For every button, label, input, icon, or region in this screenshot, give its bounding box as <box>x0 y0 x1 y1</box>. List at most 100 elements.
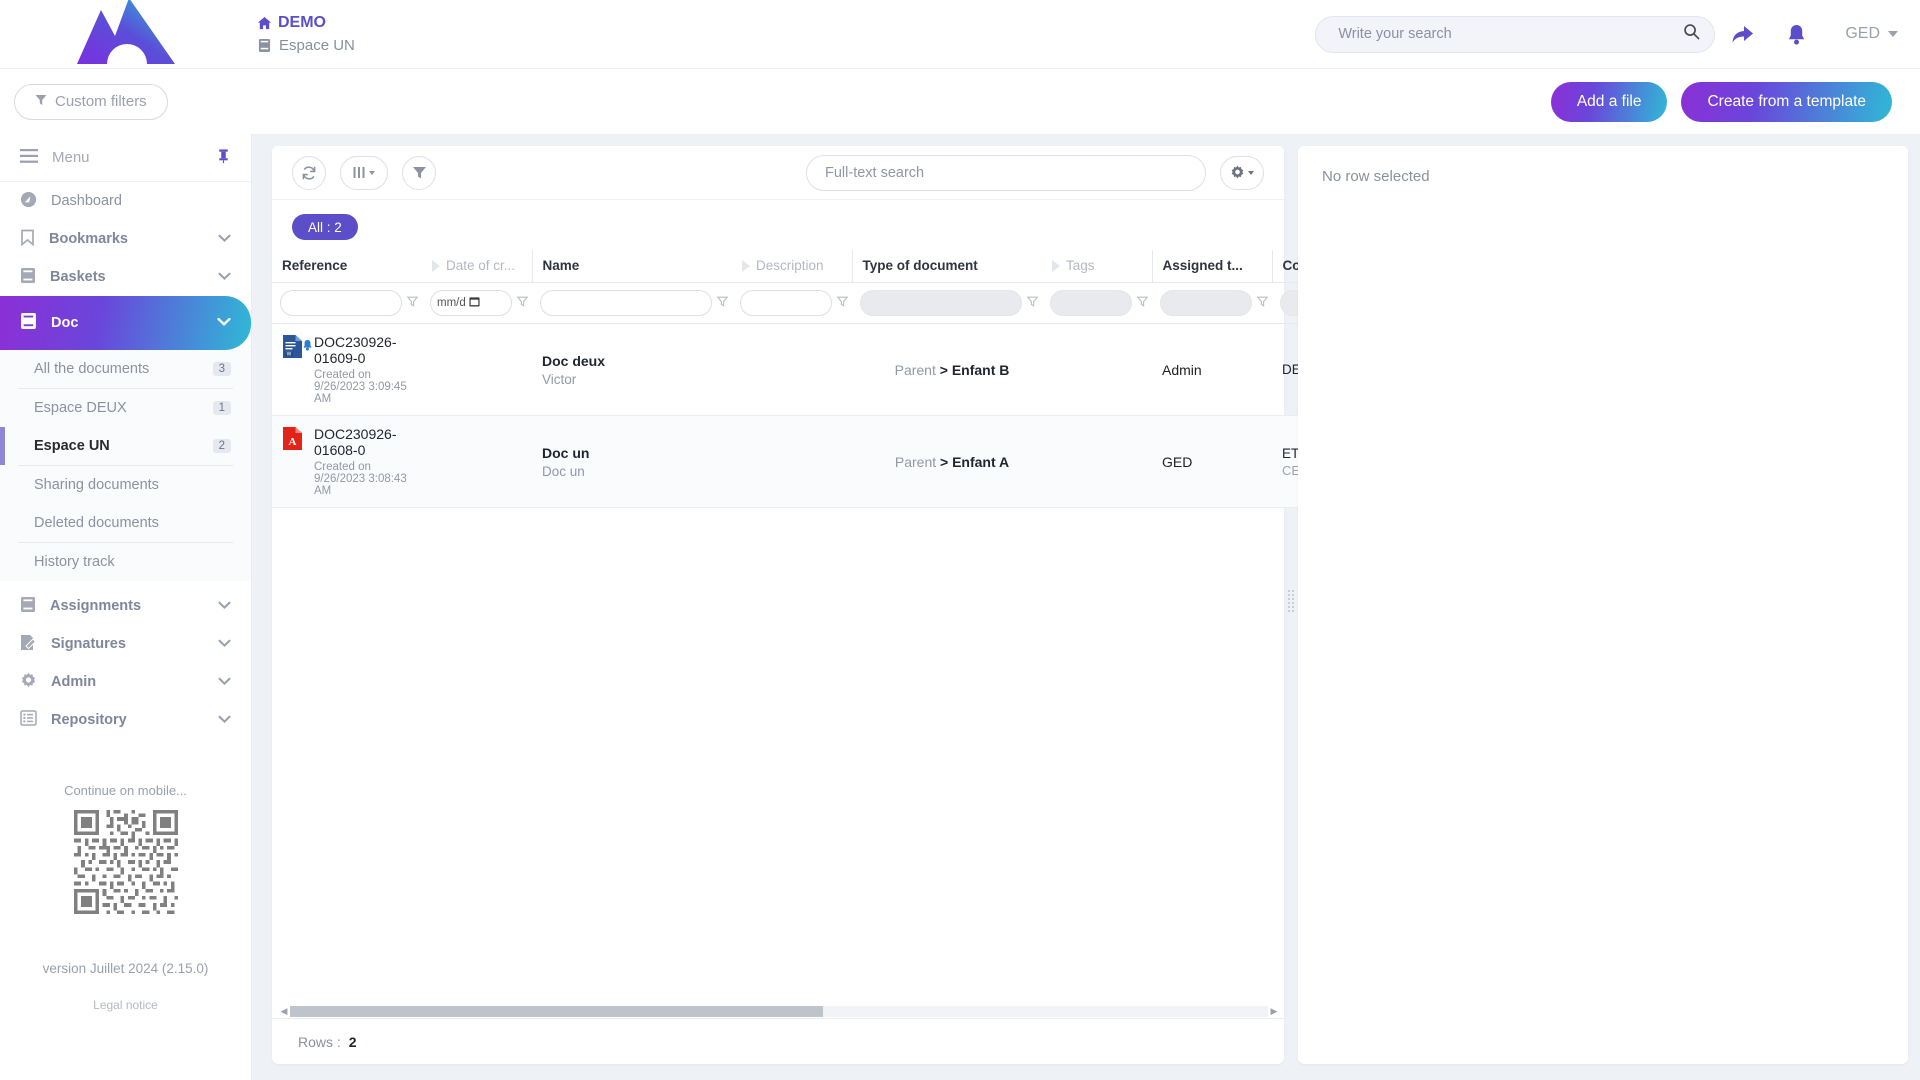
filter-select-assigned-to[interactable] <box>1160 290 1252 316</box>
chevron-down-icon <box>218 674 231 690</box>
user-menu[interactable]: GED <box>1845 25 1898 43</box>
sidebar-item-label: Baskets <box>50 269 106 285</box>
sidebar-item-baskets[interactable]: Baskets <box>0 258 251 296</box>
sidebar-item-history-track[interactable]: History track <box>0 543 251 581</box>
top-bar: O'WORK DEMO Espace UN <box>0 0 1920 85</box>
sidebar-item-label: Dashboard <box>51 193 122 209</box>
pin-icon[interactable] <box>216 148 231 168</box>
sidebar-item-doc[interactable]: Doc <box>0 296 251 350</box>
funnel-icon <box>35 93 47 110</box>
pdf-document-icon: A <box>282 426 304 452</box>
share-arrow-icon[interactable] <box>1715 12 1769 56</box>
add-file-button[interactable]: Add a file <box>1550 81 1668 122</box>
column-header-reference[interactable]: Reference <box>272 250 422 283</box>
chevron-down-icon <box>218 269 231 285</box>
legal-notice-link[interactable]: Legal notice <box>93 998 158 1012</box>
sidebar-item-label: Assignments <box>50 598 142 614</box>
sidebar-item-label: Signatures <box>51 636 126 652</box>
sidebar-item-signatures[interactable]: Signatures <box>0 625 251 663</box>
horizontal-scrollbar[interactable]: ◀ ▶ <box>278 1004 1280 1018</box>
scrollbar-track[interactable] <box>290 1005 1268 1017</box>
cell-description <box>732 415 852 508</box>
sidebar-item-bookmarks[interactable]: Bookmarks <box>0 220 251 258</box>
sidebar-item-assignments[interactable]: Assignments <box>0 587 251 625</box>
funnel-icon[interactable] <box>1026 294 1039 312</box>
breadcrumb-space[interactable]: Espace UN <box>256 37 1315 54</box>
sidebar-item-all-the-documents[interactable]: All the documents 3 <box>0 350 251 388</box>
brand-logo[interactable]: O'WORK <box>0 0 252 85</box>
scroll-left-icon[interactable]: ◀ <box>280 1005 288 1016</box>
sidebar-item-sharing-documents[interactable]: Sharing documents <box>0 466 251 504</box>
custom-filters-button[interactable]: Custom filters <box>14 83 168 120</box>
column-header-description[interactable]: Description <box>732 250 852 283</box>
filter-select-type[interactable] <box>860 290 1022 316</box>
action-bar: Custom filters Add a file Create from a … <box>0 68 1920 134</box>
row-type-child: > Enfant A <box>940 453 1010 470</box>
calendar-icon[interactable] <box>469 296 480 310</box>
basket-icon <box>20 267 36 288</box>
breadcrumb-root-label: DEMO <box>278 14 326 31</box>
column-header-tags[interactable]: Tags <box>1042 250 1152 283</box>
word-document-icon: W <box>282 334 312 360</box>
chevron-down-icon <box>217 315 231 331</box>
panel-resizer[interactable] <box>1284 146 1298 1064</box>
fulltext-search-input[interactable] <box>825 164 1187 181</box>
sub-item-label: All the documents <box>34 361 150 377</box>
funnel-icon[interactable] <box>406 294 419 312</box>
assignments-icon <box>20 596 36 617</box>
sidebar-menu-label: Menu <box>52 149 90 166</box>
home-icon <box>256 15 272 31</box>
fulltext-search[interactable] <box>806 154 1206 191</box>
filter-date-input[interactable]: mm/d <box>430 290 512 316</box>
sidebar-item-repository[interactable]: Repository <box>0 701 251 739</box>
column-header-type-of-document[interactable]: Type of document <box>851 250 1042 283</box>
grid-settings-gear-icon[interactable] <box>1220 155 1264 190</box>
create-from-template-button[interactable]: Create from a template <box>1681 81 1892 122</box>
breadcrumb-root[interactable]: DEMO <box>256 14 1315 32</box>
bell-icon[interactable] <box>1769 12 1823 56</box>
user-label: GED <box>1845 25 1880 42</box>
cell-type-of-document: Parent > Enfant A <box>852 415 1042 508</box>
column-header-name[interactable]: Name <box>531 250 732 283</box>
divider <box>18 542 233 543</box>
sidebar-item-label: Repository <box>51 712 127 728</box>
sub-item-label: History track <box>34 554 115 570</box>
sidebar-menu-toggle[interactable]: Menu <box>0 134 251 182</box>
action-bar-right: Add a file Create from a template <box>1550 81 1920 122</box>
filter-cell-description <box>732 282 852 324</box>
sub-item-label: Espace UN <box>34 438 110 454</box>
filter-input-description[interactable] <box>740 290 832 316</box>
refresh-icon[interactable] <box>292 155 326 190</box>
filter-select-tags[interactable] <box>1050 290 1132 316</box>
chevron-down-icon <box>1888 31 1898 37</box>
search-icon[interactable] <box>1683 23 1700 45</box>
sidebar-item-espace-deux[interactable]: Espace DEUX 1 <box>0 389 251 427</box>
global-search[interactable] <box>1315 15 1716 53</box>
filter-cell-reference <box>272 282 422 324</box>
scroll-right-icon[interactable]: ▶ <box>1270 1005 1278 1016</box>
no-row-selected-label: No row selected <box>1322 168 1430 185</box>
row-name: Doc un <box>542 444 590 461</box>
funnel-icon[interactable] <box>716 294 729 312</box>
global-search-input[interactable] <box>1338 26 1684 42</box>
filter-funnel-icon[interactable] <box>402 155 436 190</box>
sidebar: Menu Dashboard Bookmarks <box>0 134 252 1080</box>
funnel-icon[interactable] <box>1256 294 1269 312</box>
all-count-chip[interactable]: All : 2 <box>292 214 358 240</box>
sidebar-item-dashboard[interactable]: Dashboard <box>0 182 251 220</box>
columns-icon[interactable] <box>340 155 388 190</box>
sidebar-item-deleted-documents[interactable]: Deleted documents <box>0 504 251 542</box>
column-header-date-of-creation[interactable]: Date of cr... <box>422 250 532 283</box>
filter-cell-assigned-to <box>1152 282 1272 324</box>
funnel-icon[interactable] <box>516 294 529 312</box>
filter-input-name[interactable] <box>540 290 712 316</box>
funnel-icon[interactable] <box>1136 294 1149 312</box>
sidebar-item-espace-un[interactable]: Espace UN 2 <box>0 427 251 465</box>
filter-input-reference[interactable] <box>280 290 402 316</box>
row-name-sub: Doc un <box>542 463 585 479</box>
sidebar-item-admin[interactable]: Admin <box>0 663 251 701</box>
scrollbar-thumb[interactable] <box>290 1005 823 1017</box>
funnel-icon[interactable] <box>836 294 849 312</box>
column-header-assigned-to[interactable]: Assigned t... <box>1151 250 1272 283</box>
filter-cell-type <box>852 282 1042 324</box>
